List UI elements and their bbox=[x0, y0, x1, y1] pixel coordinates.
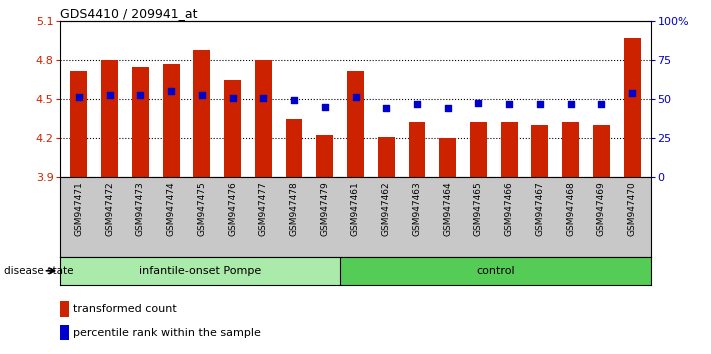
Point bbox=[289, 98, 300, 103]
Text: infantile-onset Pompe: infantile-onset Pompe bbox=[139, 266, 262, 276]
Text: percentile rank within the sample: percentile rank within the sample bbox=[73, 328, 261, 338]
Bar bbox=[70, 70, 87, 177]
Point bbox=[442, 105, 454, 111]
Text: GDS4410 / 209941_at: GDS4410 / 209941_at bbox=[60, 7, 198, 20]
Bar bbox=[101, 60, 118, 177]
Text: GSM947467: GSM947467 bbox=[535, 181, 545, 236]
Point bbox=[73, 94, 85, 99]
Point bbox=[227, 95, 238, 101]
Bar bbox=[132, 67, 149, 177]
Text: GSM947462: GSM947462 bbox=[382, 181, 391, 236]
Text: GSM947468: GSM947468 bbox=[566, 181, 575, 236]
Text: GSM947474: GSM947474 bbox=[166, 181, 176, 236]
Bar bbox=[286, 119, 302, 177]
Bar bbox=[593, 125, 610, 177]
Point bbox=[134, 92, 146, 98]
Point bbox=[319, 104, 331, 110]
Bar bbox=[60, 257, 340, 285]
Point bbox=[534, 102, 545, 107]
Bar bbox=[163, 64, 180, 177]
Text: control: control bbox=[476, 266, 515, 276]
Point bbox=[503, 102, 515, 107]
Bar bbox=[531, 125, 548, 177]
Text: GSM947472: GSM947472 bbox=[105, 181, 114, 236]
Text: GSM947463: GSM947463 bbox=[412, 181, 422, 236]
Bar bbox=[60, 301, 70, 317]
Text: GSM947466: GSM947466 bbox=[505, 181, 513, 236]
Text: GSM947465: GSM947465 bbox=[474, 181, 483, 236]
Point bbox=[411, 102, 422, 107]
Point bbox=[104, 92, 115, 98]
Bar bbox=[562, 122, 579, 177]
Point bbox=[565, 102, 577, 107]
Point bbox=[626, 90, 638, 96]
Point bbox=[257, 95, 269, 101]
Text: GSM947473: GSM947473 bbox=[136, 181, 145, 236]
Text: GSM947478: GSM947478 bbox=[289, 181, 299, 236]
Bar bbox=[439, 138, 456, 177]
Text: GSM947461: GSM947461 bbox=[351, 181, 360, 236]
Point bbox=[380, 105, 392, 111]
Text: disease state: disease state bbox=[4, 266, 73, 276]
Bar bbox=[255, 60, 272, 177]
Text: GSM947469: GSM947469 bbox=[597, 181, 606, 236]
Point bbox=[596, 102, 607, 107]
Point bbox=[473, 100, 484, 106]
Text: transformed count: transformed count bbox=[73, 304, 176, 314]
Text: GSM947470: GSM947470 bbox=[628, 181, 636, 236]
Text: GSM947479: GSM947479 bbox=[320, 181, 329, 236]
Bar bbox=[501, 122, 518, 177]
Text: GSM947476: GSM947476 bbox=[228, 181, 237, 236]
Text: GSM947475: GSM947475 bbox=[198, 181, 206, 236]
Bar bbox=[316, 136, 333, 177]
Bar bbox=[193, 50, 210, 177]
Bar bbox=[470, 122, 487, 177]
Bar bbox=[340, 257, 651, 285]
Text: GSM947477: GSM947477 bbox=[259, 181, 268, 236]
Bar bbox=[60, 325, 70, 340]
Text: GSM947464: GSM947464 bbox=[443, 181, 452, 236]
Bar bbox=[224, 80, 241, 177]
Text: GSM947471: GSM947471 bbox=[75, 181, 83, 236]
Point bbox=[166, 88, 177, 94]
Point bbox=[196, 92, 208, 98]
Bar bbox=[347, 70, 364, 177]
Bar bbox=[378, 137, 395, 177]
Bar bbox=[624, 38, 641, 177]
Point bbox=[350, 94, 361, 99]
Bar bbox=[409, 122, 425, 177]
